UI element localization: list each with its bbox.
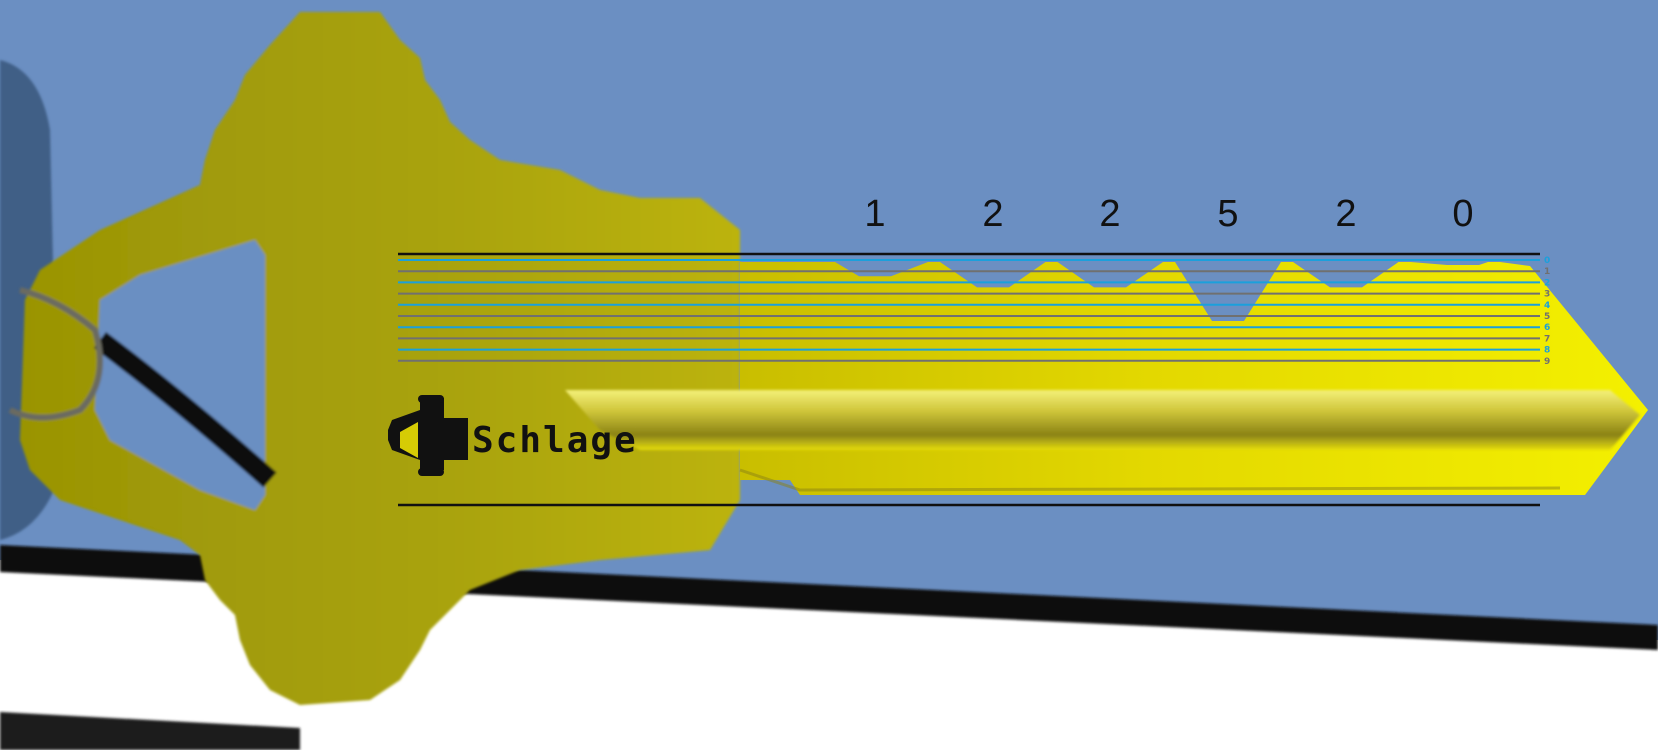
key-ring-wire [8,287,103,421]
bitting-cut-label: 2 [1335,193,1356,235]
key-ring-cord [93,332,277,488]
key-blade [565,262,1648,495]
key-blade-shape [740,262,1648,495]
schlage-keyhole-logo-icon [388,395,468,476]
bitting-cut-label: 1 [864,193,885,235]
key-bow [8,12,740,705]
bitting-cut-label: 5 [1217,193,1238,235]
brand-mark: Schlage [388,395,638,476]
depth-label: 2 [1544,278,1550,288]
key-blade-groove [565,390,1640,450]
bitting-gauge [398,252,1540,507]
bitting-cut-label: 2 [982,193,1003,235]
depth-label: 3 [1544,290,1550,300]
depth-label: 1 [1544,267,1550,277]
depth-label: 4 [1544,301,1550,311]
depth-label: 9 [1544,357,1550,367]
bitting-code-labels: 1 2 2 5 2 0 [864,193,1473,235]
depth-label: 5 [1544,312,1550,322]
bitting-cut-label: 2 [1099,193,1120,235]
key-blade-lower-shadow [739,468,1561,492]
depth-lines-group [398,259,1540,362]
brand-name: Schlage [472,420,638,461]
depth-label: 6 [1544,323,1550,333]
depth-label: 7 [1544,334,1550,344]
depth-label: 8 [1544,346,1550,356]
bottom-edge-shadow [0,712,300,750]
bitting-cut-label: 0 [1452,193,1473,235]
key-bow-shape [20,12,740,705]
depth-label: 0 [1544,256,1550,266]
